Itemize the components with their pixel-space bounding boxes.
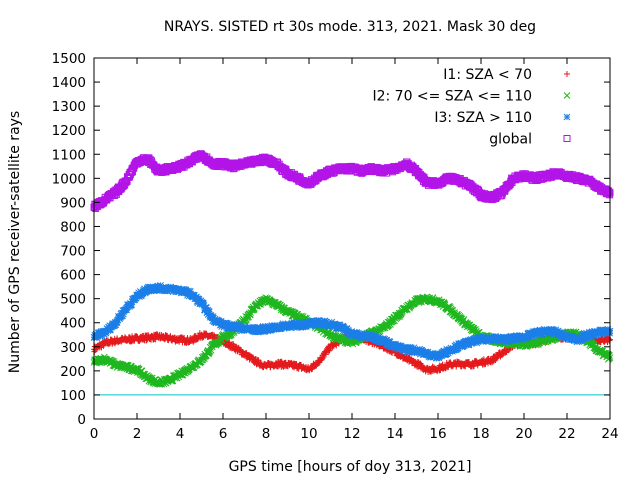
series-layer [90, 150, 614, 388]
x-axis-label: GPS time [hours of doy 313, 2021] [229, 459, 472, 475]
sample-point [246, 311, 254, 319]
y-axis-label: Number of GPS receiver-satellite rays [7, 111, 23, 373]
sample-point [133, 333, 140, 340]
sample-point [445, 363, 452, 370]
series-2 [90, 282, 614, 362]
sample-point [389, 317, 396, 325]
chart-title: NRAYS. SISTED rt 30s mode. 313, 2021. Ma… [164, 19, 536, 35]
series-3 [90, 150, 614, 212]
